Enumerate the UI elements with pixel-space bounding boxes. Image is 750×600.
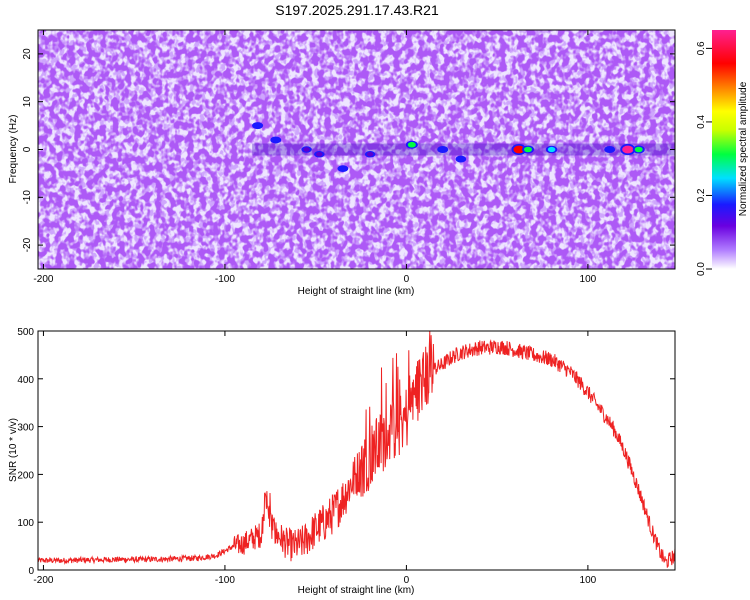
heatmap-feature — [524, 146, 532, 153]
heatmap-feature — [272, 137, 280, 143]
heatmap-y-axis-label: Frequency (Hz) — [8, 115, 19, 184]
heatmap-y-tick-label: 0 — [22, 146, 33, 152]
snr-y-tick-label: 200 — [17, 470, 34, 481]
colorbar-gradient — [712, 30, 736, 269]
colorbar-tick-label: 0.4 — [696, 115, 707, 129]
snr-x-axis-label: Height of straight line (km) — [298, 585, 415, 596]
colorbar-ticks: 0.0 0.2 0.4 0.6 — [696, 41, 712, 276]
heatmap-x-tick-label: -100 — [215, 274, 235, 285]
heatmap-x-ticks: -200 -100 0 100 — [33, 30, 597, 285]
chart-title: S197.2025.291.17.43.R21 — [275, 2, 439, 18]
heatmap-feature — [254, 123, 262, 129]
snr-series-line — [38, 331, 675, 568]
heatmap-feature — [339, 166, 347, 171]
snr-y-tick-label: 300 — [17, 423, 34, 434]
colorbar-tick-label: 0.2 — [696, 188, 707, 202]
snr-frame — [37, 330, 676, 571]
heatmap-feature — [316, 152, 323, 157]
snr-x-tick-label: -200 — [33, 575, 53, 586]
colorbar-tick-label: 0.6 — [696, 41, 707, 55]
heatmap-noise — [38, 30, 675, 269]
heatmap-x-tick-label: 100 — [580, 274, 597, 285]
heatmap-y-tick-label: -20 — [22, 237, 33, 252]
snr-y-axis-label: SNR (10 * v/v) — [8, 418, 19, 482]
colorbar-tick-label: 0.0 — [696, 262, 707, 276]
snr-panel: -200 -100 0 100 0 100 200 300 400 500 Height of … — [8, 327, 676, 596]
heatmap-zero-band — [252, 143, 675, 156]
snr-y-tick-label: 100 — [17, 518, 34, 529]
heatmap-feature — [547, 146, 556, 153]
snr-background — [38, 331, 675, 570]
heatmap-y-tick-label: 20 — [22, 48, 33, 60]
heatmap-y-tick-label: 10 — [22, 96, 33, 108]
heatmap-x-tick-label: 0 — [404, 274, 410, 285]
heatmap-y-tick-label: -10 — [22, 190, 33, 205]
heatmap-x-tick-label: -200 — [33, 274, 53, 285]
snr-x-ticks: -200 -100 0 100 — [33, 331, 597, 586]
heatmap-features — [252, 122, 675, 173]
snr-y-tick-label: 400 — [17, 375, 34, 386]
heatmap-feature — [457, 156, 465, 162]
heatmap-feature — [634, 146, 643, 153]
heatmap-x-axis-label: Height of straight line (km) — [298, 286, 415, 297]
snr-y-ticks: 0 100 200 300 400 500 — [17, 327, 675, 577]
heatmap-feature — [366, 152, 374, 157]
heatmap-feature — [407, 141, 416, 148]
snr-y-tick-label: 0 — [28, 566, 34, 577]
snr-x-tick-label: 100 — [580, 575, 597, 586]
snr-x-tick-label: -100 — [215, 575, 235, 586]
snr-y-tick-label: 500 — [17, 327, 34, 338]
colorbar-label: Normalized spectral amplitude — [738, 81, 749, 216]
heatmap-y-ticks: -20 -10 0 10 20 — [22, 48, 675, 252]
heatmap-feature — [606, 147, 614, 152]
heatmap-feature — [303, 147, 310, 152]
heatmap-feature — [513, 145, 525, 154]
snr-x-tick-label: 0 — [404, 575, 410, 586]
heatmap-feature — [622, 145, 634, 154]
heatmap-feature — [439, 147, 447, 152]
colorbar: 0.0 0.2 0.4 0.6 Normalized spectral amplitu… — [696, 30, 749, 276]
